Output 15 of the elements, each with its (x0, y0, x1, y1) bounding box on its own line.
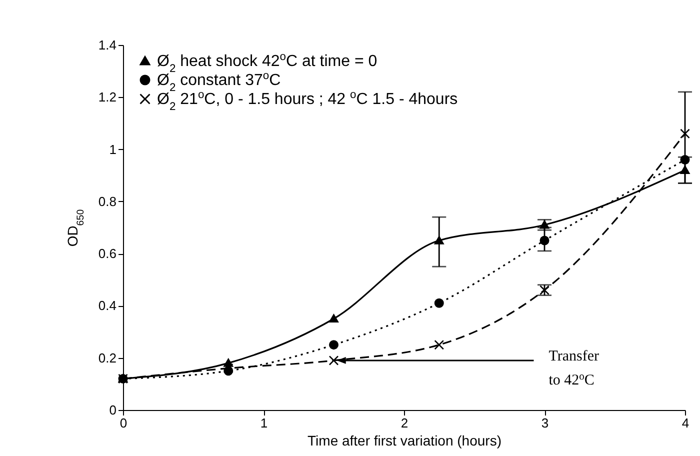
y-tick-label: 1.4 (98, 38, 116, 52)
y-tick-label: 0 (109, 402, 116, 418)
x-tick-label: 0 (120, 416, 128, 430)
x-tick-label: 3 (541, 416, 549, 430)
y-tick-label: 1.2 (98, 90, 116, 105)
y-tick-label: 1 (109, 142, 116, 157)
x-tick-label: 4 (682, 416, 690, 430)
annotation: Transfer to 42$^{o}$C (548, 348, 600, 388)
y-tick-label: 0.8 (98, 194, 116, 209)
y-tick-label: 0.6 (98, 246, 116, 262)
x-axis-title: Time after first variation (hours) (308, 432, 502, 448)
x-tick-label: 2 (400, 416, 408, 430)
x-tick-label: 1 (260, 416, 268, 430)
y-tick-label: 0.4 (98, 298, 116, 314)
y-tick-label: 0.2 (98, 350, 116, 366)
